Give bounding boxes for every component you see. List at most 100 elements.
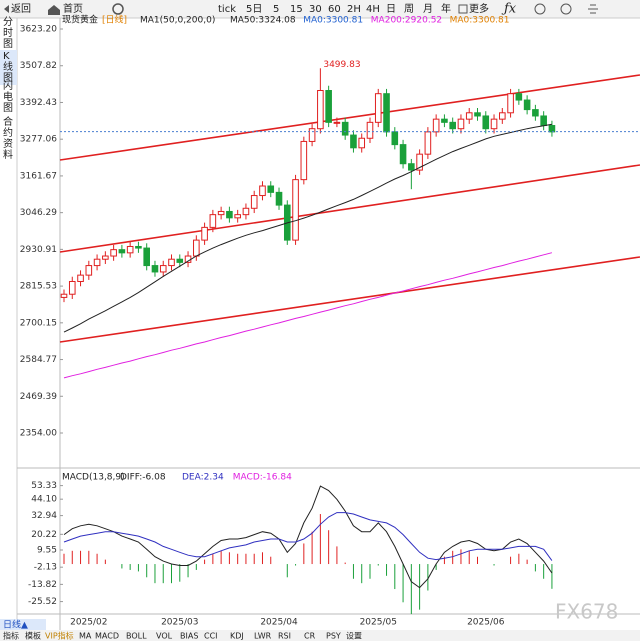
candle-body xyxy=(250,195,258,209)
period-button[interactable]: tick xyxy=(218,4,236,15)
period-button[interactable]: 2H xyxy=(347,4,361,15)
candle-body xyxy=(143,247,150,267)
period-button[interactable]: 周 xyxy=(404,3,414,15)
y-tick-label: 3161.67 xyxy=(20,171,57,181)
candle-body xyxy=(474,112,481,117)
x-tick-label: 2025/03 xyxy=(161,618,198,628)
period-button[interactable]: 15 xyxy=(290,4,303,15)
indicator-tab[interactable]: CCI xyxy=(204,632,218,641)
side-tab[interactable]: 闪电图 xyxy=(3,79,13,114)
more-button[interactable]: 更多 xyxy=(469,2,489,15)
indicator-line xyxy=(63,485,553,589)
fx-button[interactable]: ƒx xyxy=(501,2,517,17)
refresh-button[interactable] xyxy=(112,3,124,15)
candle-body xyxy=(193,239,200,257)
indicator-tab[interactable]: VIP指标 xyxy=(45,631,74,641)
indicator-tab[interactable]: MACD xyxy=(95,632,119,641)
indicator-line xyxy=(63,512,553,561)
indicator-tab[interactable]: 指标 xyxy=(3,631,19,641)
zoom-in-button[interactable] xyxy=(560,3,572,15)
y-tick-label: 3277.06 xyxy=(20,135,57,145)
indicator-tab[interactable]: BIAS xyxy=(180,632,198,641)
candle-body xyxy=(548,125,556,133)
candle-body xyxy=(85,265,93,276)
more-icon xyxy=(458,4,468,14)
candle-body xyxy=(416,153,423,171)
candle-body xyxy=(424,131,432,155)
y-tick-label: -25.52 xyxy=(28,597,57,607)
y-tick-label: 2930.91 xyxy=(20,245,57,255)
period-selector[interactable]: 日线▲ xyxy=(3,619,28,631)
candle-body xyxy=(77,274,84,282)
home-button[interactable]: 首页 xyxy=(63,2,83,15)
candle-body xyxy=(259,185,266,197)
candle-body xyxy=(93,258,101,267)
trend-line xyxy=(59,164,640,253)
period-button[interactable]: 日 xyxy=(386,4,396,15)
toolbar xyxy=(0,0,640,18)
period-button[interactable]: 5日 xyxy=(246,4,262,15)
candle-body xyxy=(176,258,184,263)
candle-body xyxy=(201,226,208,241)
zoom-out-button[interactable] xyxy=(534,3,546,15)
settings-button[interactable] xyxy=(588,4,598,14)
candle-body xyxy=(350,134,357,149)
period-button[interactable]: 年 xyxy=(441,2,451,15)
back-button[interactable]: 返回 xyxy=(11,3,31,15)
indicator-tab[interactable]: LWR xyxy=(254,632,272,641)
legend-item: MACD:-16.84 xyxy=(233,473,292,483)
side-tab[interactable]: 分时图 xyxy=(3,16,13,50)
trend-line xyxy=(59,256,640,343)
legend-item: MA50:3324.08 xyxy=(230,16,296,26)
y-tick-label: 20.22 xyxy=(31,530,57,540)
candle-body xyxy=(358,137,366,149)
candle-body xyxy=(118,249,126,254)
period-button[interactable]: 5 xyxy=(273,4,279,15)
indicator-tab[interactable]: PSY xyxy=(326,632,341,641)
candle-body xyxy=(126,245,134,254)
indicator-tab[interactable]: BOLL xyxy=(126,632,147,641)
candle-body xyxy=(391,131,399,146)
period-button[interactable]: 月 xyxy=(423,3,433,15)
period-button[interactable]: 30 xyxy=(309,4,322,15)
trend-line xyxy=(59,74,640,161)
side-tab-active xyxy=(0,50,17,85)
indicator-tab[interactable]: 设置 xyxy=(346,631,362,641)
y-tick-label: 2469.39 xyxy=(20,392,57,402)
candle-body xyxy=(60,293,68,298)
candle-body xyxy=(308,128,316,142)
x-tick-label: 2025/04 xyxy=(260,618,298,628)
y-tick-label: 9.55 xyxy=(37,546,57,556)
side-tab[interactable]: 合约资料 xyxy=(3,115,13,161)
indicator-tab[interactable]: CR xyxy=(304,632,316,641)
candle-body xyxy=(217,210,225,216)
legend-title: MACD(13,8,9) xyxy=(62,473,125,483)
candle-body xyxy=(159,265,167,273)
side-tab[interactable]: K 线图 xyxy=(3,51,13,84)
candle-body xyxy=(499,112,506,120)
candle-body xyxy=(341,121,349,136)
peak-annotation: 3499.83 xyxy=(323,60,360,70)
indicator-tab[interactable]: 模板 xyxy=(25,631,41,641)
period-box xyxy=(0,619,46,630)
candle-body xyxy=(408,163,415,171)
candle-body xyxy=(102,255,109,260)
candle-body xyxy=(399,144,407,165)
candle-body xyxy=(151,265,159,273)
candle-body xyxy=(515,93,523,101)
indicator-tab[interactable]: VOL xyxy=(156,632,173,641)
candle-body xyxy=(432,118,440,133)
indicator-line xyxy=(63,252,553,379)
indicator-tab[interactable]: RSI xyxy=(278,632,291,641)
candle-body xyxy=(275,191,283,206)
y-tick-label: 53.33 xyxy=(31,481,57,491)
period-button[interactable]: 4H xyxy=(366,4,380,15)
indicator-tab[interactable]: MA xyxy=(79,632,92,641)
period-button[interactable]: 60 xyxy=(328,4,341,15)
candle-body xyxy=(532,109,539,117)
candle-body xyxy=(540,115,547,127)
indicator-tab[interactable]: KDJ xyxy=(230,632,244,641)
legend-item: MA1(50,0,200,0) xyxy=(140,16,215,26)
